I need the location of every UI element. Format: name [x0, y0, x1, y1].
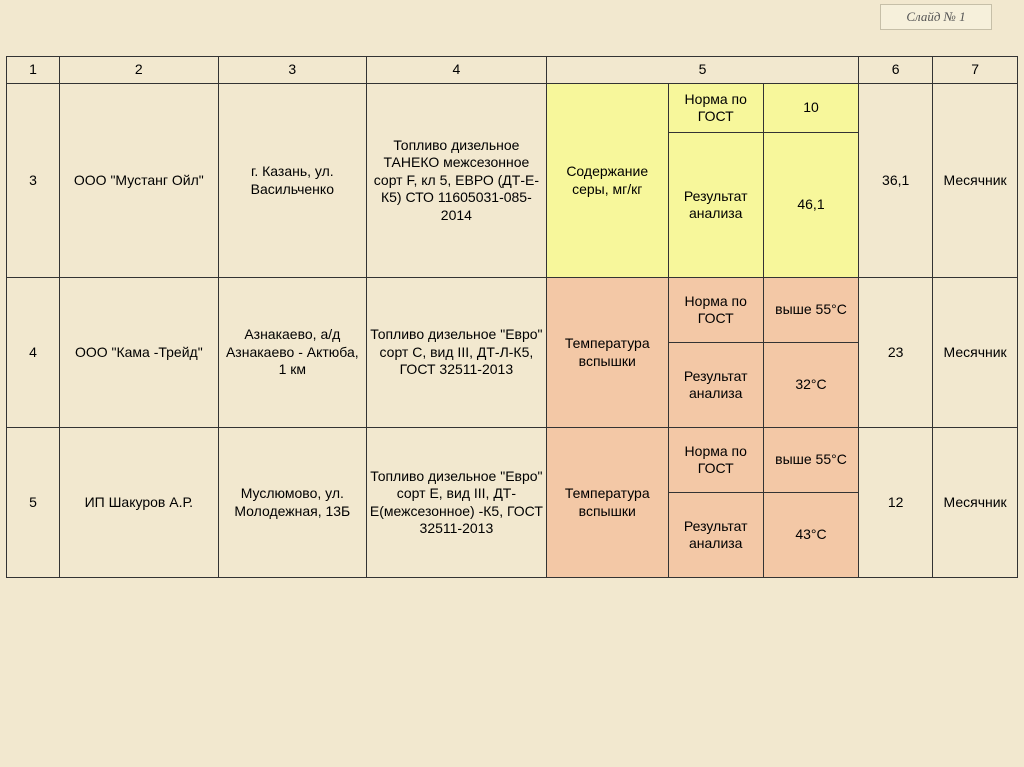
- col-header: 1: [7, 57, 60, 84]
- col-header: 6: [859, 57, 933, 84]
- cell-num: 5: [7, 428, 60, 578]
- col-header: 3: [218, 57, 366, 84]
- cell-product: Топливо дизельное "Евро" сорт E, вид III…: [366, 428, 546, 578]
- cell-result-value: 43°С: [763, 493, 858, 578]
- col-header: 5: [546, 57, 858, 84]
- cell-org: ООО "Мустанг Ойл": [59, 84, 218, 278]
- table-row: 5ИП Шакуров А.Р.Муслюмово, ул. Молодежна…: [7, 428, 1018, 493]
- cell-param: Температура вспышки: [546, 428, 668, 578]
- cell-col7: Месячник: [933, 84, 1018, 278]
- cell-norm-label: Норма по ГОСТ: [668, 278, 763, 343]
- cell-num: 3: [7, 84, 60, 278]
- cell-num: 4: [7, 278, 60, 428]
- cell-col6: 23: [859, 278, 933, 428]
- cell-result-value: 32°С: [763, 343, 858, 428]
- cell-col6: 36,1: [859, 84, 933, 278]
- cell-param: Температура вспышки: [546, 278, 668, 428]
- cell-param: Содержание серы, мг/кг: [546, 84, 668, 278]
- data-table: 1 2 3 4 5 6 7 3ООО "Мустанг Ойл"г. Казан…: [6, 56, 1018, 578]
- cell-col7: Месячник: [933, 428, 1018, 578]
- cell-col7: Месячник: [933, 278, 1018, 428]
- cell-addr: г. Казань, ул. Васильченко: [218, 84, 366, 278]
- col-header: 2: [59, 57, 218, 84]
- cell-product: Топливо дизельное ТАНЕКО межсезонное сор…: [366, 84, 546, 278]
- table-header-row: 1 2 3 4 5 6 7: [7, 57, 1018, 84]
- cell-result-label: Результат анализа: [668, 493, 763, 578]
- slide-label: Слайд № 1: [880, 4, 992, 30]
- cell-norm-value: выше 55°С: [763, 278, 858, 343]
- cell-norm-label: Норма по ГОСТ: [668, 428, 763, 493]
- cell-org: ИП Шакуров А.Р.: [59, 428, 218, 578]
- col-header: 7: [933, 57, 1018, 84]
- cell-norm-value: 10: [763, 84, 858, 133]
- cell-result-label: Результат анализа: [668, 133, 763, 278]
- table-row: 3ООО "Мустанг Ойл"г. Казань, ул. Васильч…: [7, 84, 1018, 133]
- cell-addr: Муслюмово, ул. Молодежная, 13Б: [218, 428, 366, 578]
- col-header: 4: [366, 57, 546, 84]
- table-row: 4ООО "Кама -Трейд"Азнакаево, а/д Азнакае…: [7, 278, 1018, 343]
- cell-norm-label: Норма по ГОСТ: [668, 84, 763, 133]
- cell-norm-value: выше 55°С: [763, 428, 858, 493]
- cell-addr: Азнакаево, а/д Азнакаево - Актюба, 1 км: [218, 278, 366, 428]
- cell-org: ООО "Кама -Трейд": [59, 278, 218, 428]
- cell-product: Топливо дизельное "Евро" сорт С, вид III…: [366, 278, 546, 428]
- cell-col6: 12: [859, 428, 933, 578]
- cell-result-value: 46,1: [763, 133, 858, 278]
- cell-result-label: Результат анализа: [668, 343, 763, 428]
